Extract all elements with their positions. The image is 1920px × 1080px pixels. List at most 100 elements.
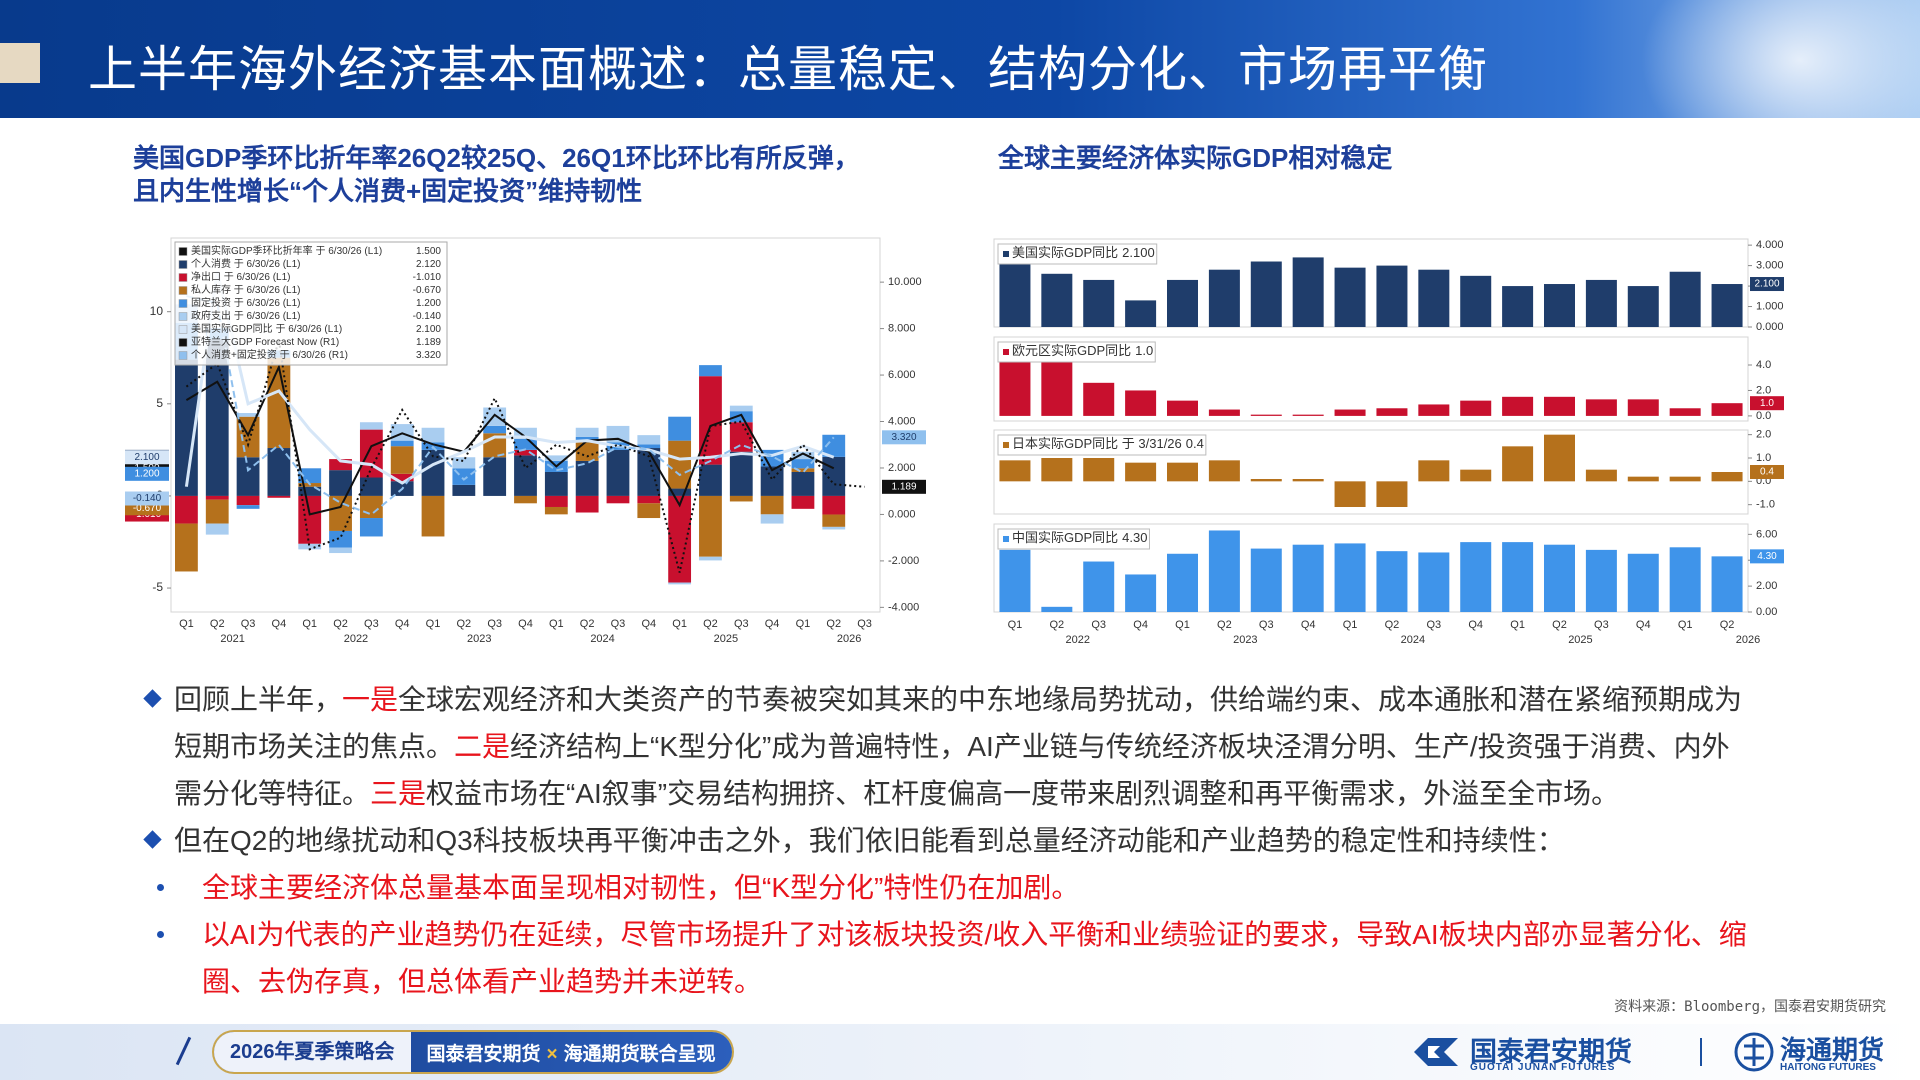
bar [1250, 414, 1282, 416]
legend-value: 2.120 [416, 259, 441, 270]
y2-tick-label: 10.000 [888, 276, 922, 288]
bar-segment [544, 506, 568, 515]
legend-value: -1.010 [413, 272, 442, 283]
panel-label-text: 中国实际GDP同比 4.30 [1012, 530, 1147, 545]
source-note: 资料来源：Bloomberg，国泰君安期货研究 [1614, 999, 1886, 1015]
value-tag-label: 1.0 [1760, 398, 1774, 409]
legend-label: 个人消费 于 6/30/26 (L1) [191, 257, 300, 270]
bar [1250, 479, 1282, 482]
bar-segment [760, 514, 784, 524]
bar [1208, 409, 1240, 416]
header-decoration [1640, 0, 1920, 118]
event-badge: 2026年夏季策略会 国泰君安期货 × 海通期货联合呈现 [214, 1032, 732, 1072]
bar-segment [637, 444, 661, 449]
bar-segment [575, 495, 599, 513]
bar-segment [329, 547, 352, 554]
legend-value: 3.320 [416, 350, 441, 361]
bar-segment [514, 438, 537, 450]
panel-label-text: 欧元区实际GDP同比 1.0 [1012, 343, 1153, 358]
bar [1125, 462, 1157, 482]
legend-value: 1.200 [416, 298, 441, 309]
value-tag-label: 3.320 [891, 432, 916, 443]
bullet-text: 二是 [454, 731, 511, 762]
y2-tick-label: 4.000 [888, 415, 916, 427]
bar-segment [544, 455, 568, 461]
bullet-text: 回顾上半年， [174, 684, 343, 715]
bar [1418, 269, 1450, 327]
x-tick-label: Q2 [1385, 619, 1400, 631]
bar-segment [668, 440, 692, 489]
value-tag-label: 0.4 [1760, 467, 1774, 478]
x-tick-label: Q3 [487, 618, 502, 630]
legend-label: 净出口 于 6/30/26 (L1) [191, 270, 290, 283]
presenter: 国泰君安期货 [426, 1043, 541, 1065]
x-tick-label: Q4 [272, 618, 287, 630]
x-tick-label: Q4 [1133, 619, 1148, 631]
y-tick-label: 1.000 [1756, 300, 1784, 312]
x-group-label: 2022 [1066, 634, 1090, 646]
y2-tick-label: 0.000 [888, 508, 916, 520]
x-tick-label: Q2 [457, 618, 472, 630]
logo-text: 海通期货 [1780, 1035, 1885, 1065]
bar-segment [421, 495, 445, 537]
x-tick-label: Q1 [426, 618, 441, 630]
bar-segment [791, 495, 815, 509]
presenter: 海通期货联合呈现 [563, 1043, 716, 1065]
panel-name: 欧元区实际GDP同比 [1012, 343, 1131, 358]
bar [1334, 481, 1366, 507]
bar-segment [421, 427, 445, 443]
x-tick-label: Q1 [1510, 619, 1525, 631]
legend-swatch [178, 338, 188, 347]
bar-segment [390, 440, 414, 447]
x-tick-label: Q3 [1594, 619, 1609, 631]
y-tick-label: 0.00 [1756, 606, 1777, 618]
bar [1669, 476, 1701, 482]
logo-emblem [1414, 1038, 1458, 1066]
header: 上半年海外经济基本面概述：总量稳定、结构分化、市场再平衡 [0, 0, 1920, 118]
bar [1167, 400, 1198, 416]
x-tick-label: Q4 [1301, 619, 1316, 631]
bar [1125, 300, 1157, 327]
bullet-marker [143, 830, 162, 849]
bar [1544, 434, 1575, 482]
bar-segment [729, 405, 753, 412]
bar-segment [514, 455, 537, 496]
legend-label: 美国实际GDP季环比折年率 于 6/30/26 (L1) [191, 244, 382, 257]
bullet-marker [143, 689, 162, 708]
value-tag [882, 430, 926, 445]
panel-label-swatch [1003, 536, 1009, 542]
bar [1502, 396, 1534, 416]
bar [1460, 275, 1492, 327]
bullet-marker [157, 884, 164, 891]
bar [1250, 548, 1282, 612]
bar [999, 460, 1031, 482]
bullet: 全球主要经济体总量基本面呈现相对韧性，但“K型分化”特性仍在加剧。 [0, 864, 1752, 911]
legend-swatch [178, 325, 188, 334]
bar [1711, 556, 1743, 612]
y-tick-label: 2.0 [1756, 429, 1771, 441]
y-tick-label: -5 [152, 580, 163, 594]
bar [1669, 271, 1701, 327]
legend-label: 固定投资 于 6/30/26 (L1) [191, 296, 300, 309]
y2-tick-label: -4.000 [888, 601, 919, 613]
bar [1208, 269, 1240, 327]
bar [1585, 279, 1617, 327]
x-tick-label: Q1 [1678, 619, 1693, 631]
legend-label: 私人库存 于 6/30/26 (L1) [191, 283, 300, 296]
bar [1418, 552, 1450, 612]
bar-segment [298, 486, 322, 496]
panel-frame [993, 429, 1749, 515]
bar-segment [329, 530, 352, 548]
bar [1208, 530, 1240, 612]
value-tag-label: 1.189 [891, 481, 916, 492]
panel-frame [993, 336, 1749, 422]
bar [1502, 542, 1534, 612]
bar-segment [236, 495, 260, 506]
x-group-label: 2026 [1736, 634, 1760, 646]
y-tick-label: 5 [156, 396, 163, 410]
bar-segment [452, 484, 476, 496]
bar [1334, 267, 1366, 327]
chart-title: 全球主要经济体实际GDP相对稳定 [998, 143, 1393, 173]
bar-segment [329, 459, 352, 471]
bar [999, 253, 1031, 327]
